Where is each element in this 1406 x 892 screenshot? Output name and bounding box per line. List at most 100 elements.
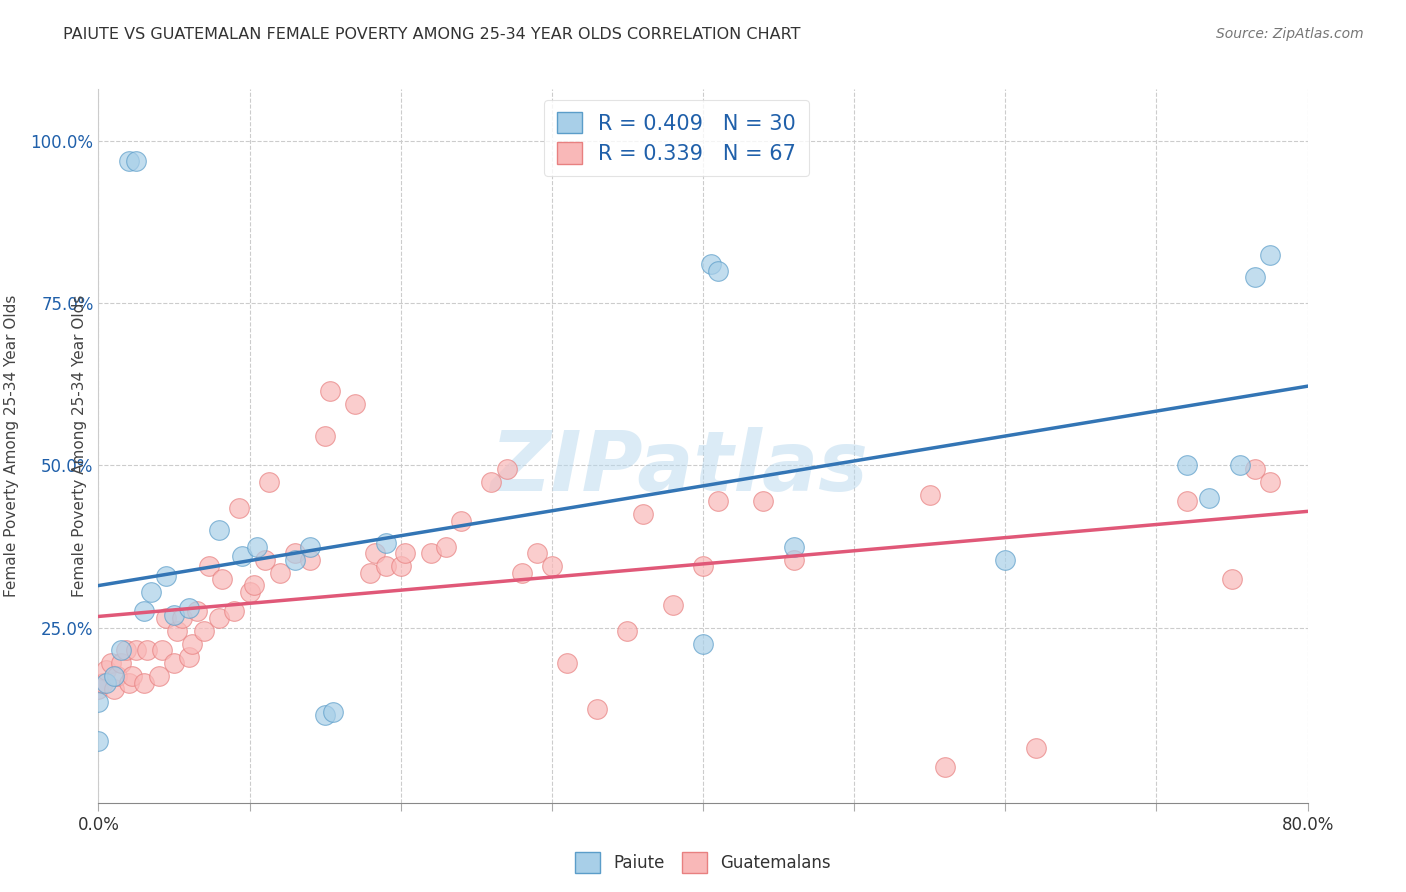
Point bbox=[555, 657, 578, 671]
Point bbox=[253, 552, 276, 566]
Y-axis label: Female Poverty Among 25-34 Year Olds: Female Poverty Among 25-34 Year Olds bbox=[72, 295, 87, 597]
Point bbox=[148, 669, 170, 683]
Point bbox=[707, 494, 730, 508]
Point bbox=[322, 705, 344, 719]
Point bbox=[1258, 247, 1281, 261]
Point bbox=[228, 500, 250, 515]
Point bbox=[284, 546, 307, 560]
Point bbox=[495, 461, 517, 475]
Point bbox=[616, 624, 638, 638]
Point bbox=[420, 546, 443, 560]
Point bbox=[105, 669, 128, 683]
Point bbox=[103, 682, 125, 697]
Text: Source: ZipAtlas.com: Source: ZipAtlas.com bbox=[1216, 27, 1364, 41]
Point bbox=[918, 488, 941, 502]
Point bbox=[269, 566, 291, 580]
Point bbox=[661, 598, 683, 612]
Point bbox=[314, 429, 336, 443]
Point bbox=[208, 611, 231, 625]
Point bbox=[257, 475, 280, 489]
Point bbox=[1175, 494, 1198, 508]
Point bbox=[125, 153, 148, 168]
Point bbox=[211, 572, 233, 586]
Point bbox=[87, 695, 110, 709]
Text: PAIUTE VS GUATEMALAN FEMALE POVERTY AMONG 25-34 YEAR OLDS CORRELATION CHART: PAIUTE VS GUATEMALAN FEMALE POVERTY AMON… bbox=[63, 27, 801, 42]
Point bbox=[224, 604, 246, 618]
Point bbox=[87, 682, 110, 697]
Point bbox=[510, 566, 533, 580]
Point bbox=[155, 568, 177, 582]
Point bbox=[692, 637, 714, 651]
Point bbox=[389, 559, 412, 574]
Point bbox=[94, 675, 117, 690]
Point bbox=[450, 514, 472, 528]
Point bbox=[1258, 475, 1281, 489]
Point bbox=[91, 675, 114, 690]
Y-axis label: Female Poverty Among 25-34 Year Olds: Female Poverty Among 25-34 Year Olds bbox=[4, 295, 20, 597]
Point bbox=[481, 475, 503, 489]
Point bbox=[692, 559, 714, 574]
Point bbox=[699, 257, 721, 271]
Point bbox=[150, 643, 173, 657]
Point bbox=[181, 637, 204, 651]
Point bbox=[299, 540, 322, 554]
Point bbox=[179, 649, 201, 664]
Point bbox=[155, 611, 177, 625]
Point bbox=[1175, 458, 1198, 473]
Point bbox=[132, 604, 155, 618]
Point bbox=[284, 552, 307, 566]
Point bbox=[994, 552, 1017, 566]
Point bbox=[163, 607, 186, 622]
Point bbox=[783, 540, 806, 554]
Point bbox=[314, 708, 336, 723]
Point bbox=[586, 702, 609, 716]
Point bbox=[707, 264, 730, 278]
Point bbox=[193, 624, 215, 638]
Point bbox=[434, 540, 457, 554]
Point bbox=[364, 546, 387, 560]
Legend: R = 0.409   N = 30, R = 0.339   N = 67: R = 0.409 N = 30, R = 0.339 N = 67 bbox=[544, 100, 808, 177]
Point bbox=[783, 552, 806, 566]
Point bbox=[299, 552, 322, 566]
Point bbox=[1024, 740, 1046, 755]
Point bbox=[631, 507, 654, 521]
Point bbox=[135, 643, 157, 657]
Point bbox=[132, 675, 155, 690]
Point bbox=[170, 611, 193, 625]
Point bbox=[231, 549, 253, 564]
Point bbox=[374, 536, 396, 550]
Point bbox=[540, 559, 562, 574]
Point bbox=[179, 601, 201, 615]
Point bbox=[1229, 458, 1251, 473]
Point bbox=[208, 524, 231, 538]
Point bbox=[360, 566, 382, 580]
Point bbox=[344, 397, 367, 411]
Point bbox=[103, 669, 125, 683]
Point bbox=[526, 546, 548, 560]
Point bbox=[118, 675, 141, 690]
Point bbox=[1198, 491, 1220, 505]
Point bbox=[114, 643, 136, 657]
Text: ZIPatlas: ZIPatlas bbox=[489, 427, 868, 508]
Point bbox=[1243, 270, 1265, 285]
Point bbox=[934, 760, 956, 774]
Point bbox=[110, 643, 132, 657]
Point bbox=[197, 559, 219, 574]
Legend: Paiute, Guatemalans: Paiute, Guatemalans bbox=[568, 846, 838, 880]
Point bbox=[100, 657, 122, 671]
Point bbox=[246, 540, 269, 554]
Point bbox=[1220, 572, 1243, 586]
Point bbox=[1243, 461, 1265, 475]
Point bbox=[318, 384, 340, 398]
Point bbox=[166, 624, 188, 638]
Point bbox=[752, 494, 775, 508]
Point bbox=[110, 657, 132, 671]
Point bbox=[243, 578, 266, 592]
Point bbox=[121, 669, 143, 683]
Point bbox=[118, 153, 141, 168]
Point bbox=[186, 604, 208, 618]
Point bbox=[374, 559, 396, 574]
Point bbox=[394, 546, 416, 560]
Point bbox=[87, 734, 110, 748]
Point bbox=[125, 643, 148, 657]
